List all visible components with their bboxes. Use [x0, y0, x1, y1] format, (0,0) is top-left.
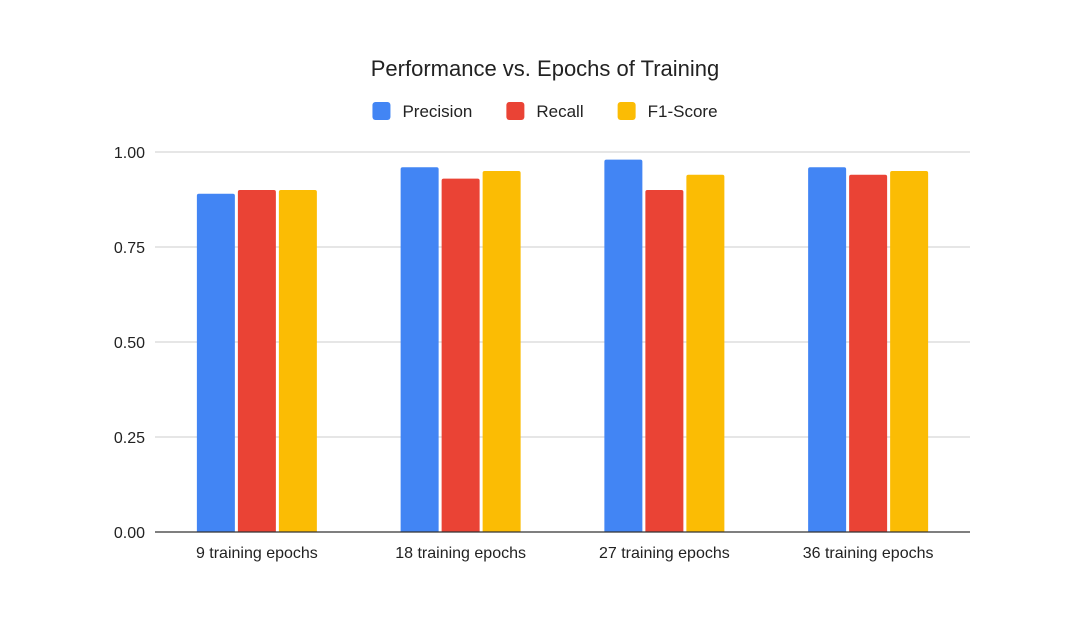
y-axis-ticks: 0.00 0.25 0.50 0.75 1.00 [114, 145, 145, 542]
bar-precision [808, 167, 847, 532]
bar-precision [400, 167, 439, 532]
bar-precision [604, 159, 643, 532]
legend-swatch [506, 102, 525, 120]
x-tick-label: 18 training epochs [395, 545, 526, 562]
y-tick-label: 0.25 [114, 430, 145, 447]
bar-f1-score [278, 190, 317, 532]
legend-swatch [372, 102, 391, 120]
bar-series-group [196, 159, 929, 533]
legend-label: F1-Score [648, 102, 718, 121]
x-tick-label: 36 training epochs [803, 545, 934, 562]
legend-label: Recall [536, 102, 583, 121]
chart-legend: Precision Recall F1-Score [372, 102, 718, 121]
y-tick-label: 0.75 [114, 240, 145, 257]
bar-recall [441, 178, 480, 532]
bar-f1-score [890, 171, 929, 532]
bar-recall [237, 190, 276, 532]
y-tick-label: 0.00 [114, 525, 145, 542]
bar-precision [196, 193, 235, 533]
bar-f1-score [686, 174, 725, 533]
legend-label: Precision [402, 102, 472, 121]
bar-f1-score [482, 171, 521, 532]
y-tick-label: 0.50 [114, 335, 145, 352]
y-tick-label: 1.00 [114, 145, 145, 162]
bar-recall [645, 190, 684, 532]
grid-lines [155, 151, 970, 438]
legend-swatch [617, 102, 636, 120]
chart-title: Performance vs. Epochs of Training [371, 56, 720, 81]
x-tick-label: 27 training epochs [599, 545, 730, 562]
bar-recall [849, 174, 888, 533]
x-tick-label: 9 training epochs [196, 545, 318, 562]
x-axis-ticks: 9 training epochs 18 training epochs 27 tr… [196, 545, 934, 562]
